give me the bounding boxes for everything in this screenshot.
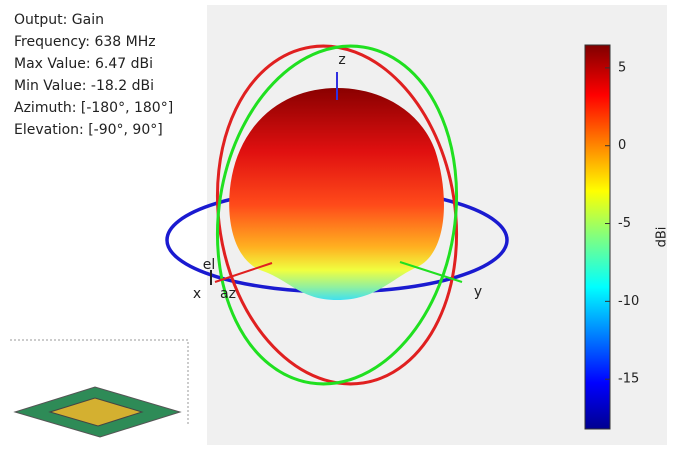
colorbar-tick-label: -10 [618,294,639,309]
gain-surface [229,88,444,300]
info-line: Max Value: 6.47 dBi [14,56,153,72]
info-line: Min Value: -18.2 dBi [14,78,154,94]
figure: Output: Gain Frequency: 638 MHz Max Value:… [0,0,675,451]
el-label: el [203,257,216,273]
colorbar [585,45,610,429]
colorbar-tick-label: -15 [618,372,639,387]
colorbar-tick-label: 5 [618,60,626,75]
info-line: Frequency: 638 MHz [14,34,156,50]
info-line: Azimuth: [-180°, 180°] [14,100,173,116]
colorbar-tick-label: 0 [618,138,626,153]
z-label: z [338,52,345,68]
y-label: y [474,284,482,300]
colorbar-tick-label: -5 [618,216,631,231]
info-line: Elevation: [-90°, 90°] [14,122,163,138]
colorbar-label: dBi [655,227,670,248]
az-label: az [220,286,236,302]
info-line: Output: Gain [14,12,104,28]
x-label: x [193,286,201,302]
